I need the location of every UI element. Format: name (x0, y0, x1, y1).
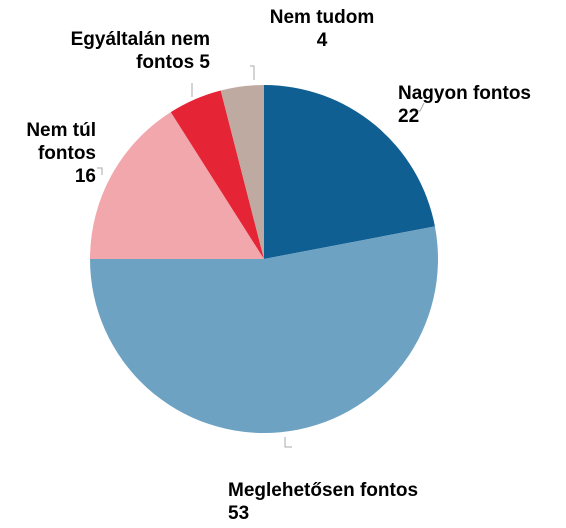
pie-slice (89, 226, 438, 433)
pie-slice (264, 85, 435, 259)
slice-label: Egyáltalán nem fontos 5 (70, 29, 210, 73)
slice-label: Meglehetősen fontos 53 (228, 480, 419, 524)
leader-lines (97, 65, 425, 448)
leader-line (97, 167, 103, 175)
slice-label: Nem tudom 4 (269, 7, 375, 51)
leader-line (284, 437, 292, 448)
slice-label: Nem túl fontos 16 (26, 120, 96, 187)
slices (89, 85, 438, 433)
slice-label: Nagyon fontos 22 (398, 83, 531, 127)
pie-slice (90, 112, 264, 259)
leader-line (411, 102, 425, 112)
pie-slice (220, 85, 264, 259)
pie-slice (170, 90, 264, 260)
leader-line (250, 65, 255, 80)
